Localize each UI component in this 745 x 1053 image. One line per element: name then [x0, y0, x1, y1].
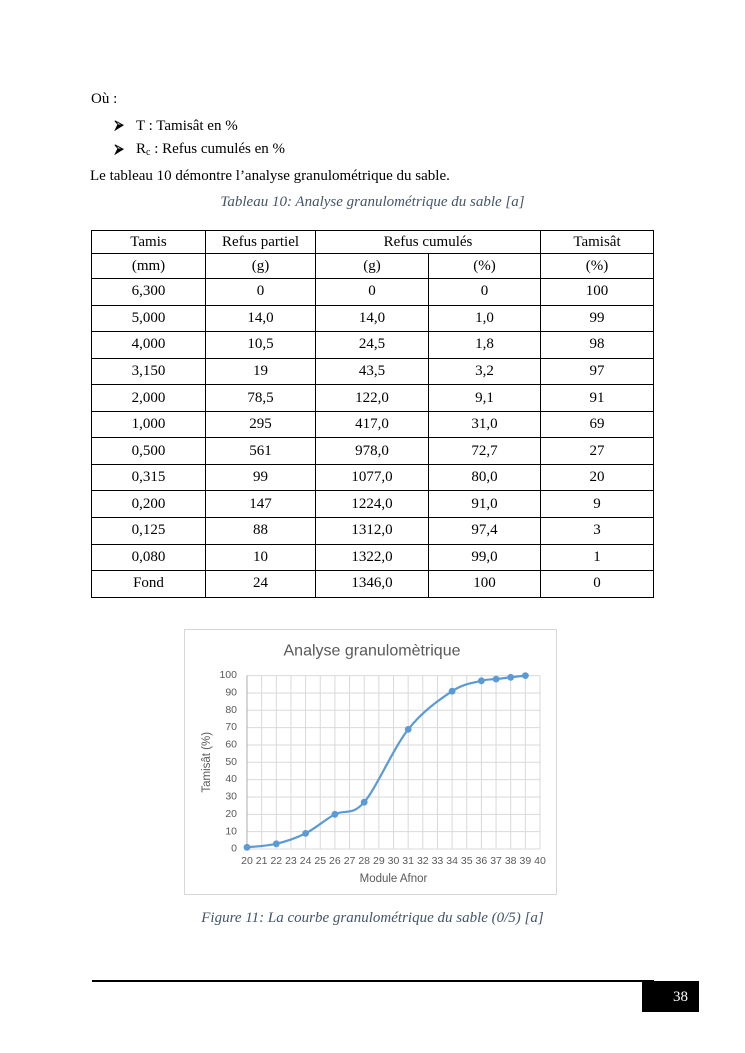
svg-text:40: 40: [225, 773, 237, 785]
svg-text:10: 10: [225, 825, 237, 837]
svg-text:21: 21: [256, 855, 268, 867]
svg-text:35: 35: [461, 855, 473, 867]
svg-text:100: 100: [219, 669, 237, 681]
svg-text:50: 50: [225, 756, 237, 768]
svg-text:70: 70: [225, 721, 237, 733]
svg-text:28: 28: [358, 855, 370, 867]
svg-text:80: 80: [225, 704, 237, 716]
svg-text:33: 33: [432, 855, 444, 867]
svg-text:25: 25: [314, 855, 326, 867]
svg-text:26: 26: [329, 855, 341, 867]
svg-text:29: 29: [373, 855, 385, 867]
svg-text:40: 40: [534, 855, 546, 867]
svg-text:23: 23: [285, 855, 297, 867]
svg-text:36: 36: [476, 855, 488, 867]
svg-text:37: 37: [490, 855, 502, 867]
svg-text:32: 32: [417, 855, 429, 867]
svg-text:20: 20: [225, 808, 237, 820]
svg-text:27: 27: [344, 855, 356, 867]
svg-text:34: 34: [446, 855, 458, 867]
svg-text:30: 30: [388, 855, 400, 867]
svg-text:38: 38: [505, 855, 517, 867]
svg-text:22: 22: [270, 855, 282, 867]
svg-text:20: 20: [241, 855, 253, 867]
svg-text:90: 90: [225, 687, 237, 699]
svg-text:39: 39: [520, 855, 532, 867]
svg-text:60: 60: [225, 739, 237, 751]
svg-text:31: 31: [402, 855, 414, 867]
svg-text:Analyse granulomètrique: Analyse granulomètrique: [284, 643, 461, 660]
svg-text:0: 0: [231, 843, 237, 855]
svg-text:Module Afnor: Module Afnor: [360, 873, 428, 885]
svg-text:Tamisât (%): Tamisât (%): [201, 732, 213, 793]
svg-text:24: 24: [300, 855, 312, 867]
svg-text:30: 30: [225, 791, 237, 803]
